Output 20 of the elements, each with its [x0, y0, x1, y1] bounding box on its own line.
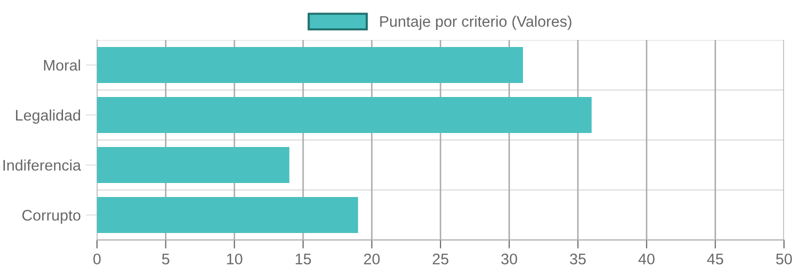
y-tick-label: Legalidad: [16, 109, 80, 124]
x-tick-label: 45: [707, 254, 724, 264]
bar: [97, 97, 592, 133]
x-tick-label: 35: [570, 254, 586, 264]
x-tick-label: 20: [364, 254, 380, 264]
x-tick-label: 40: [638, 254, 654, 264]
x-tick-label: 50: [776, 254, 792, 264]
bar: [97, 197, 358, 233]
x-tick-label: 0: [93, 254, 101, 264]
legend-label: Puntaje por criterio (Valores): [380, 16, 572, 30]
x-tick-label: 10: [227, 254, 242, 264]
x-tick-label: 25: [432, 254, 448, 264]
x-tick-label: 5: [162, 254, 170, 264]
y-tick-label: Corrupto: [22, 210, 80, 224]
bar: [97, 47, 523, 83]
x-tick-label: 30: [501, 254, 518, 264]
x-tick-label: 15: [296, 254, 311, 264]
bar: [97, 147, 290, 183]
y-tick-label: Indiferencia: [3, 159, 82, 171]
y-tick-label: Moral: [44, 59, 80, 71]
